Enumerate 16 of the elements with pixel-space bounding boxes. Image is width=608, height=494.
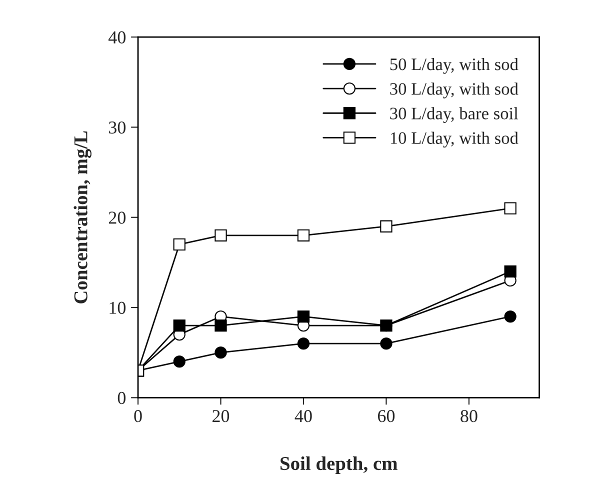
x-axis-title: Soil depth, cm [280,456,398,474]
x-tick-label: 20 [212,410,230,422]
y-tick-label: 10 [110,302,126,314]
x-tick-label: 60 [378,410,395,422]
legend-label: 50 L/day, with sod [390,58,518,74]
y-tick-label: 0 [118,392,126,404]
x-tick-label: 80 [460,410,478,422]
legend-label: 10 L/day, with sod [390,132,518,148]
y-axis-title: Concentration, mg/L [74,131,92,304]
x-tick-label: 0 [134,410,142,422]
legend-label: 30 L/day, with sod [390,82,518,98]
y-tick-label: 30 [109,121,126,134]
y-tick-label: 40 [108,31,126,44]
x-tick-label: 40 [294,410,312,422]
y-tick-label: 20 [108,212,126,224]
legend-label: 30 L/day, bare soil [390,107,518,123]
